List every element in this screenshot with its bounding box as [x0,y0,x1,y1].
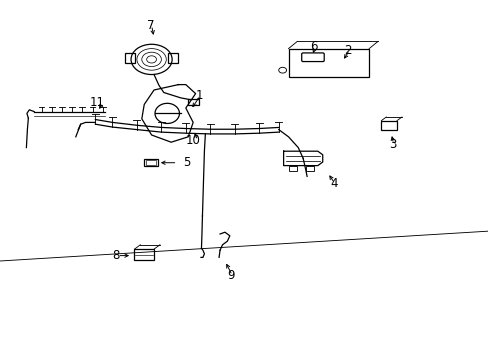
Text: 5: 5 [183,156,190,169]
Text: 1: 1 [195,89,203,102]
Text: 11: 11 [90,96,105,109]
Bar [288,166,297,171]
Bar [144,159,158,166]
Bar [145,160,156,165]
Text: 4: 4 [329,177,337,190]
Text: 7: 7 [146,19,154,32]
Text: 6: 6 [310,40,317,53]
Text: 2: 2 [344,44,351,57]
Bar [305,166,314,171]
Bar [124,53,135,63]
Text: 9: 9 [227,269,234,282]
Text: 10: 10 [185,134,200,147]
Bar [167,53,178,63]
Bar [188,99,199,105]
Text: 8: 8 [112,249,120,262]
Bar [134,249,154,260]
Text: 3: 3 [388,138,395,150]
Bar [381,121,396,130]
Bar [288,49,368,77]
